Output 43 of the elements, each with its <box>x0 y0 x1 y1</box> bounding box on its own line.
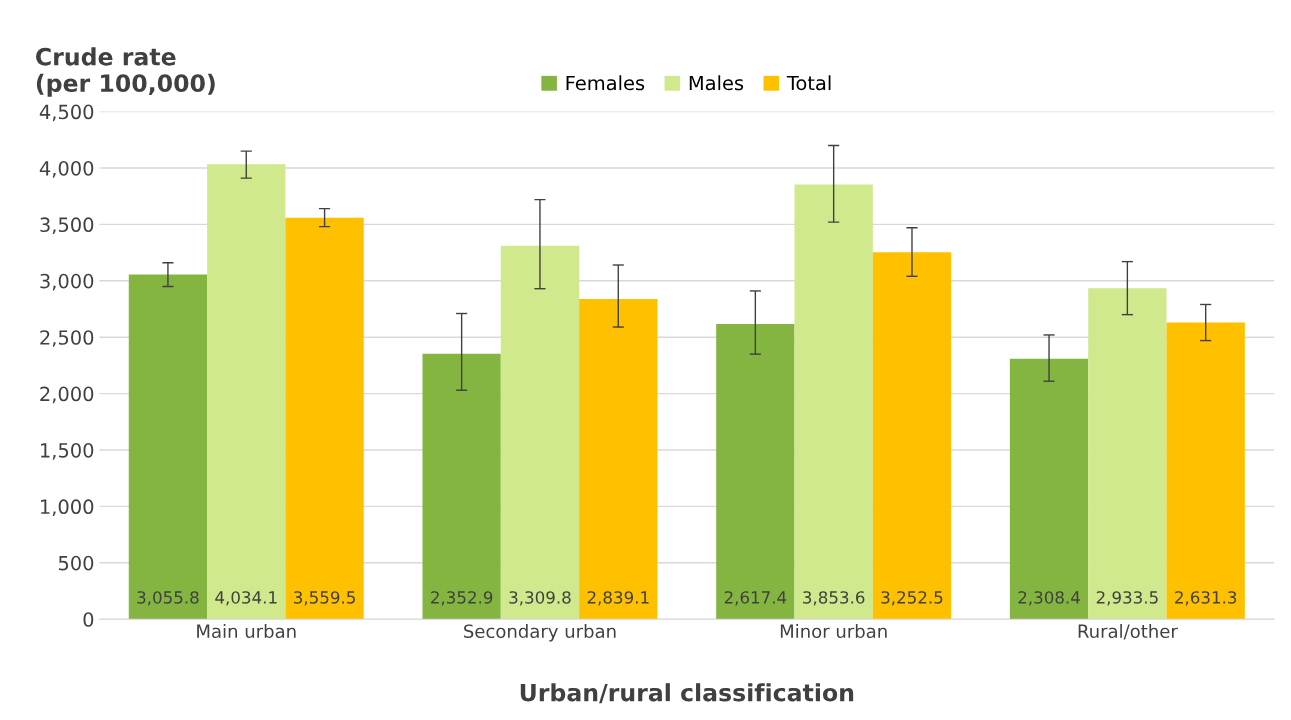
bar <box>1088 288 1167 620</box>
bar <box>128 274 208 620</box>
y-tick-label: 1,500 <box>41 442 94 460</box>
data-label: 3,559.5 <box>294 591 355 606</box>
bar <box>500 245 580 620</box>
data-label: 2,352.9 <box>431 591 493 606</box>
legend-label: Males <box>689 75 744 91</box>
data-label: 3,309.8 <box>509 591 571 606</box>
y-tick-label: 0 <box>83 612 94 627</box>
data-label: 2,933.5 <box>1096 591 1158 606</box>
y-tick-label: 1,000 <box>41 499 94 517</box>
x-tick-label: Rural/other <box>1078 624 1178 640</box>
data-label: 2,308.4 <box>1018 591 1080 606</box>
legend-label: Females <box>566 75 645 91</box>
data-label: 2,617.4 <box>724 591 787 606</box>
data-label: 3,055.8 <box>137 591 199 606</box>
y-tick-label: 4,000 <box>39 160 94 178</box>
data-label: 4,034.1 <box>215 591 277 606</box>
bar <box>872 252 952 620</box>
data-label: 2,631.3 <box>1175 591 1237 606</box>
y-axis-title: Crude rate (per 100,000) <box>36 47 215 97</box>
y-tick-label: 500 <box>58 555 94 571</box>
legend-label: Total <box>786 75 831 91</box>
bar <box>207 164 286 620</box>
y-tick-label: 4,500 <box>39 104 94 122</box>
bar <box>1166 322 1245 620</box>
data-label: 2,839.1 <box>587 591 649 606</box>
x-axis-title: Urban/rural classification <box>520 683 854 704</box>
y-tick-label: 2,000 <box>40 386 94 404</box>
y-tick-label: 3,000 <box>40 273 94 291</box>
y-tick-label: 3,500 <box>40 217 94 235</box>
x-tick-label: Main urban <box>197 624 296 639</box>
bar <box>1009 358 1089 620</box>
bar <box>422 353 501 620</box>
data-label: 3,853.6 <box>803 591 865 606</box>
x-tick-label: Secondary urban <box>464 624 616 642</box>
y-tick-label: 2,500 <box>40 330 94 347</box>
data-label: 3,252.5 <box>881 591 943 606</box>
x-tick-label: Minor urban <box>780 624 887 639</box>
bar <box>794 184 873 620</box>
bar <box>285 217 364 620</box>
bar <box>579 298 658 620</box>
bar <box>716 323 795 620</box>
